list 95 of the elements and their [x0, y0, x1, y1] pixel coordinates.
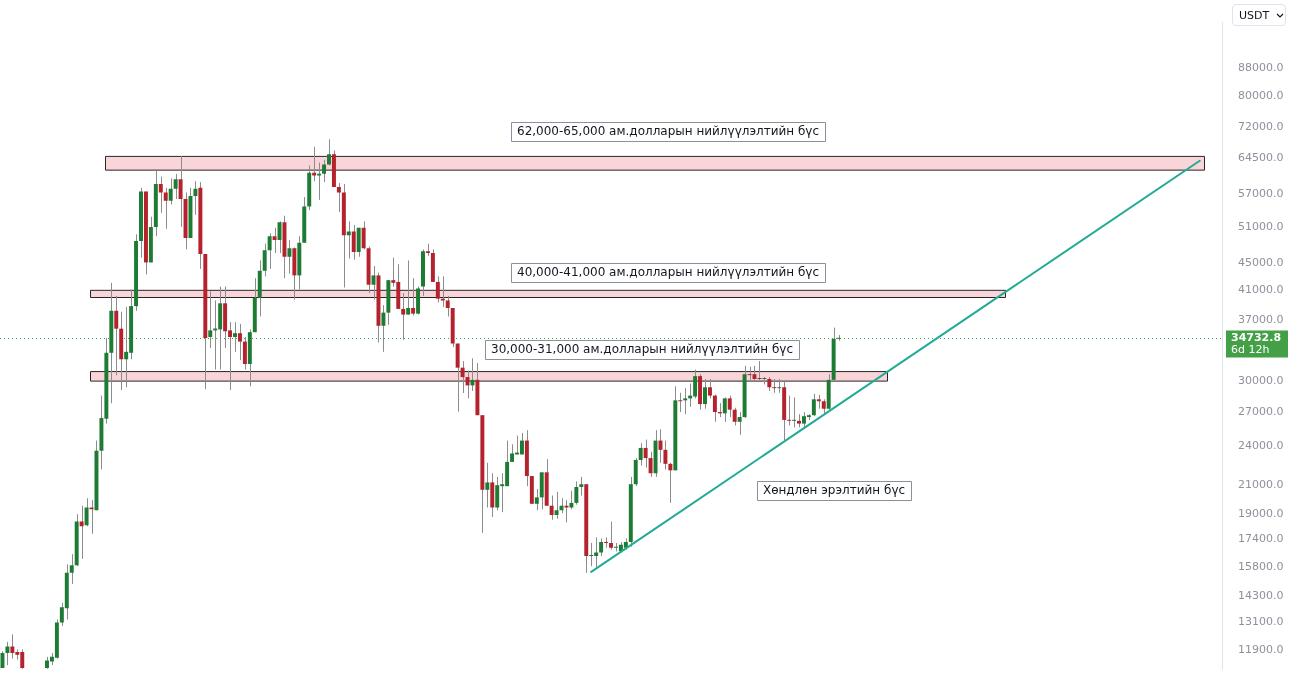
y-tick-label: 51000.0 [1238, 219, 1284, 233]
candlestick [317, 162, 322, 201]
y-tick-label: 64500.0 [1238, 151, 1284, 165]
candlestick [777, 378, 782, 394]
candlestick [579, 476, 584, 496]
candlestick [262, 243, 267, 277]
y-tick-label: 14300.0 [1238, 589, 1284, 603]
candlestick [312, 146, 317, 182]
candlestick [707, 378, 712, 399]
candlestick [604, 536, 609, 549]
y-tick-label: 13100.0 [1238, 614, 1284, 628]
candlestick [678, 392, 683, 413]
y-tick-label: 19000.0 [1238, 506, 1284, 520]
y-tick-label: 24000.0 [1238, 438, 1284, 452]
y-tick-label: 30000.0 [1238, 373, 1284, 387]
candlestick [178, 155, 183, 228]
candlestick [737, 411, 742, 436]
candlestick [69, 553, 74, 585]
candlestick [549, 494, 554, 521]
candlestick [193, 180, 198, 216]
y-tick-label: 11900.0 [1238, 642, 1284, 656]
text: 6d 12h [1231, 343, 1270, 357]
candlestick [336, 182, 341, 213]
candlestick [470, 357, 475, 392]
candlestick [272, 227, 277, 254]
candlestick [460, 360, 465, 394]
y-tick-label: 37000.0 [1238, 313, 1284, 327]
candlestick [668, 462, 673, 504]
candlestick [569, 490, 574, 510]
candlestick [787, 395, 792, 427]
candlestick [574, 480, 579, 506]
candlestick [401, 292, 406, 341]
candlestick [327, 138, 331, 166]
candlestick [589, 542, 594, 567]
y-tick-label: 17400.0 [1238, 532, 1284, 546]
candlestick [722, 396, 727, 423]
text: USDT [1239, 8, 1270, 22]
y-tick-label: 41000.0 [1238, 283, 1284, 297]
candlestick [643, 439, 648, 469]
candlestick [772, 378, 777, 394]
candlestick [242, 336, 247, 371]
candlestick [322, 159, 327, 183]
candlestick [411, 277, 416, 316]
candlestick [406, 259, 411, 316]
candlestick [485, 462, 490, 509]
candlestick [277, 220, 282, 254]
ref-line-label: 34732.8 [1231, 331, 1282, 345]
band-label: 62,000-65,000 ам.долларын нийлүүлэлтийн бүс [516, 124, 820, 139]
candlestick [381, 304, 386, 353]
candlestick [792, 396, 797, 428]
candlestick [465, 369, 470, 399]
annotation: Хөндлөн эрэлтийн бүс [762, 482, 906, 497]
candlestick [811, 393, 816, 417]
candlestick [233, 321, 237, 353]
y-tick-label: 80000.0 [1238, 88, 1284, 102]
candlestick [712, 394, 717, 423]
candlestick [609, 521, 613, 550]
candlestick [727, 395, 732, 418]
candlestick [648, 451, 653, 478]
candlestick [168, 177, 173, 206]
y-tick-label: 21000.0 [1238, 477, 1284, 491]
candlestick [435, 275, 440, 303]
candlestick [371, 265, 376, 301]
candlestick [267, 232, 272, 270]
candlestick [158, 176, 163, 214]
candlestick [445, 295, 450, 317]
y-tick-label: 88000.0 [1238, 61, 1284, 75]
band-label: 30,000-31,000 ам.долларын нийлүүлэлтийн бүс [490, 342, 794, 357]
y-tick-label: 45000.0 [1238, 256, 1284, 270]
candlestick [10, 633, 15, 660]
candlestick [495, 476, 500, 511]
candlestick [287, 239, 292, 275]
candlestick [84, 497, 89, 527]
candlestick [351, 224, 356, 261]
candlestick [124, 306, 129, 388]
y-tick-label: 57000.0 [1238, 187, 1284, 201]
candlestick [361, 220, 366, 250]
candlestick [683, 387, 688, 415]
candlestick [114, 295, 119, 376]
y-tick-label: 27000.0 [1238, 404, 1284, 418]
candlestick [237, 323, 242, 361]
candlestick [658, 428, 663, 464]
y-tick-label: 72000.0 [1238, 119, 1284, 133]
candlestick [208, 290, 213, 349]
candlestick [663, 440, 668, 470]
candlestick [638, 442, 643, 467]
candlestick [554, 491, 559, 520]
candlestick [747, 366, 752, 383]
candlestick [703, 378, 707, 410]
candlestick [173, 173, 178, 200]
y-tick-label: 15800.0 [1238, 560, 1284, 574]
band-label: 40,000-41,000 ам.долларын нийлүүлэлтийн бүс [516, 264, 820, 279]
candlestick [163, 187, 168, 230]
candlestick [5, 641, 10, 666]
candlestick [534, 488, 539, 511]
